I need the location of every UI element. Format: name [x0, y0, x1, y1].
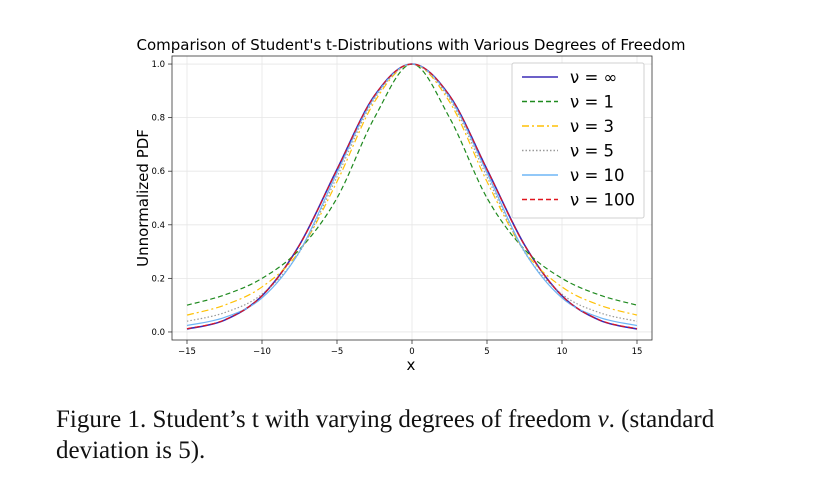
y-tick-label: 0.8 — [151, 114, 165, 124]
caption-text-start: Figure 1. Student’s t with varying degre… — [56, 406, 598, 433]
x-tick-label: 0 — [409, 347, 414, 357]
legend-label: ν = 3 — [570, 117, 614, 136]
y-tick-label: 0.6 — [151, 167, 165, 177]
series-line — [186, 63, 638, 330]
y-axis-label: Unnormalized PDF — [134, 129, 152, 267]
legend-label: ν = 1 — [570, 93, 614, 112]
y-tick-label: 0.0 — [151, 328, 165, 338]
chart: Comparison of Student's t-Distributions … — [134, 36, 686, 374]
legend-label: ν = ∞ — [570, 68, 617, 87]
legend-label: ν = 100 — [570, 191, 635, 210]
y-tick-label: 0.2 — [151, 274, 165, 284]
axis-ticks: −15 −10 −5 0 5 10 15 0.0 0.2 0.4 0.6 0.8 1.0 — [151, 60, 642, 357]
legend-box — [511, 62, 645, 219]
x-tick-label: −5 — [331, 347, 344, 357]
legend-label: ν = 10 — [570, 166, 625, 185]
legend: ν = ∞ ν = 1 ν = 3 ν = 5 ν = 10 ν = 100 — [511, 62, 645, 219]
caption-text-end: . (standard deviation is 5). — [56, 406, 715, 464]
x-tick-label: −15 — [178, 347, 196, 357]
x-tick-label: −10 — [253, 347, 271, 357]
nu-symbol: ν — [597, 406, 609, 433]
x-axis-label: x — [407, 356, 416, 374]
x-tick-label: 15 — [632, 347, 643, 357]
figure-caption: Figure 1. Student’s t with varying degre… — [56, 404, 796, 466]
x-tick-label: 5 — [484, 347, 489, 357]
y-tick-label: 0.4 — [151, 221, 165, 231]
x-tick-label: 10 — [557, 347, 568, 357]
chart-title: Comparison of Student's t-Distributions … — [137, 36, 686, 54]
y-tick-label: 1.0 — [151, 60, 165, 70]
series-line — [186, 63, 638, 316]
legend-label: ν = 5 — [570, 142, 614, 161]
plot-area — [186, 63, 638, 330]
